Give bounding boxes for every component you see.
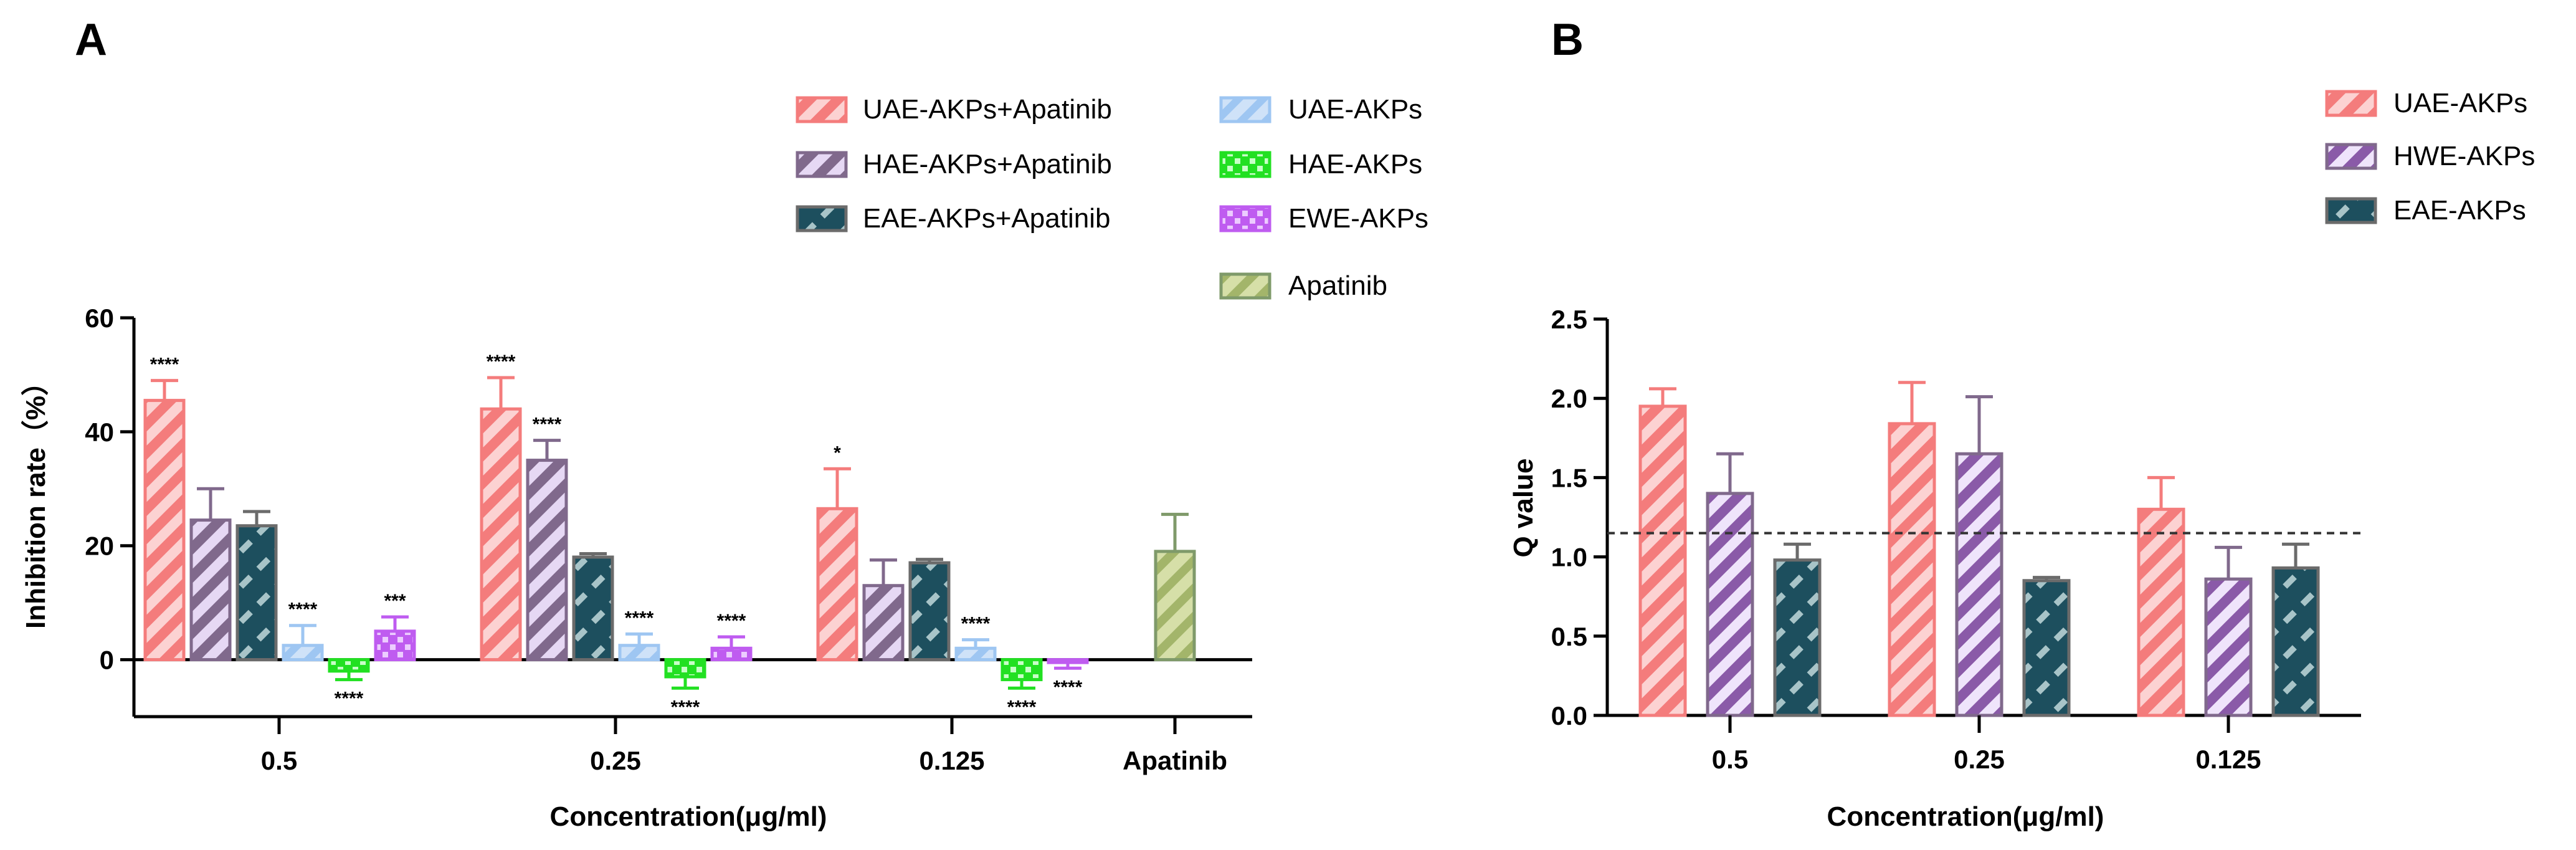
bar-uae-akps-apatinib-0-125 [816,507,858,662]
bar-hwe-akps-0-5 [1706,492,1754,717]
legend-swatch-uae-akps [2325,90,2377,117]
panel-b-x-tick-label: 0.25 [1954,745,2005,774]
bar-hae-akps-apatinib-0-125 [862,584,905,662]
bar-apatinib-apatinib [1154,550,1196,662]
panel-a-plot: 6040200***************0.5***************… [85,303,1252,775]
significance-marker: **** [961,614,991,634]
legend-swatch-hae-akps [1219,151,1271,178]
significance-marker: **** [533,414,562,435]
significance-marker: **** [335,689,364,709]
panel-a-x-tick-label: 0.5 [261,746,297,775]
bar-eae-akps-0-125 [2271,566,2320,717]
significance-marker: *** [384,591,406,611]
bar-hwe-akps-0-125 [2204,577,2253,717]
panel-a-x-tick-label: 0.125 [919,746,984,775]
panel-a-y-tick-label: 0 [100,646,114,675]
legend-label: UAE-AKPs [2393,88,2527,118]
bar-ewe-akps-0-125 [1047,658,1089,664]
legend-label: EAE-AKPs+Apatinib [863,203,1110,234]
bar-ewe-akps-0-5 [374,629,416,662]
bar-uae-akps-apatinib-0-25 [480,407,522,662]
bar-hae-akps-0-25 [664,658,706,679]
legend-swatch-hae-akps-apatinib [796,151,848,178]
legend-label: HAE-AKPs [1288,149,1422,179]
bar-hae-akps-0-5 [328,658,370,673]
bar-uae-akps-0-5 [282,644,324,662]
panel-a-x-tick-label: 0.25 [590,746,641,775]
panel-b-y-tick-label: 0.0 [1551,701,1587,730]
significance-marker: **** [717,611,746,631]
legend-swatch-eae-akps [2325,197,2377,224]
bar-uae-akps-0-5 [1638,404,1687,717]
bar-eae-akps-0-25 [2022,579,2071,717]
panel-b-x-tick-label: 0.5 [1712,745,1748,774]
panel-a-y-tick-label: 40 [85,418,114,447]
panel-b-y-tick-label: 2.5 [1551,305,1587,334]
bar-eae-akps-apatinib-0-25 [572,555,614,662]
significance-marker: * [834,442,841,463]
legend-label: EWE-AKPs [1288,203,1428,234]
panel-b-legend: UAE-AKPs HWE-AKPs EAE-AKPs [2325,88,2535,226]
bar-uae-akps-0-25 [618,644,660,662]
bar-uae-akps-0-125 [2137,507,2185,717]
bar-ewe-akps-0-25 [710,646,753,662]
panel-a: A UAE-AKPs+Apatinib HAE-AKPs+Apatinib EAE-… [21,15,1428,832]
panel-b-plot: 2.5 2.0 1.5 1.0 0.5 0.0 0.5 0.25 0.125 [1551,305,2361,774]
legend-swatch-ewe-akps [1219,205,1271,232]
panel-a-label: A [75,15,107,65]
panel-b-x-tick-label: 0.125 [2195,745,2261,774]
bar-uae-akps-0-25 [1888,422,1936,717]
panel-b-y-tick-label: 2.0 [1551,384,1587,413]
panel-a-y-label: Inhibition rate（%） [21,368,51,629]
bar-hae-akps-0-125 [1000,658,1043,682]
panel-b-y-tick-label: 1.5 [1551,463,1587,492]
bar-eae-akps-apatinib-0-125 [908,561,951,662]
legend-swatch-uae-akps-apatinib [796,96,848,123]
legend-swatch-uae-akps [1219,96,1271,123]
significance-marker: **** [625,608,654,628]
panel-b-y-tick-label: 1.0 [1551,543,1587,572]
bar-eae-akps-0-5 [1773,558,1822,717]
significance-marker: **** [487,351,516,372]
significance-marker: **** [671,697,700,717]
panel-b-y-tick-label: 0.5 [1551,622,1587,651]
legend-swatch-hwe-akps [2325,143,2377,170]
significance-marker: **** [150,355,179,375]
panel-b-y-label: Q value [1508,459,1539,558]
panel-a-x-label: Concentration(μg/ml) [550,801,827,832]
legend-label: HWE-AKPs [2393,141,2535,171]
bar-hae-akps-apatinib-0-5 [189,518,232,662]
legend-label: EAE-AKPs [2393,195,2526,226]
panel-b-label: B [1551,15,1584,65]
bar-hwe-akps-0-25 [1955,452,2003,717]
panel-a-legend: UAE-AKPs+Apatinib HAE-AKPs+Apatinib EAE-AK… [796,94,1428,301]
legend-label: UAE-AKPs+Apatinib [863,94,1112,125]
bar-eae-akps-apatinib-0-5 [235,524,278,662]
legend-swatch-apatinib [1219,272,1271,300]
legend-label: UAE-AKPs [1288,94,1422,125]
panel-a-x-tick-label: Apatinib [1123,746,1227,775]
significance-marker: **** [1007,697,1037,717]
legend-swatch-eae-akps-apatinib [796,205,848,232]
bar-uae-akps-0-125 [954,646,997,662]
panel-b: B UAE-AKPs HWE-AKPs EAE-AKPs 2.5 2.0 1.5 1.0 0… [1508,15,2535,832]
panel-a-y-tick-label: 20 [85,532,114,561]
significance-marker: **** [1053,677,1083,697]
legend-label: HAE-AKPs+Apatinib [863,149,1112,179]
legend-label: Apatinib [1288,270,1387,301]
panel-b-x-label: Concentration(μg/ml) [1827,801,2104,832]
significance-marker: **** [288,599,318,620]
bar-uae-akps-apatinib-0-5 [143,399,186,662]
bar-hae-akps-apatinib-0-25 [526,459,568,662]
panel-a-y-tick-label: 60 [85,303,114,333]
